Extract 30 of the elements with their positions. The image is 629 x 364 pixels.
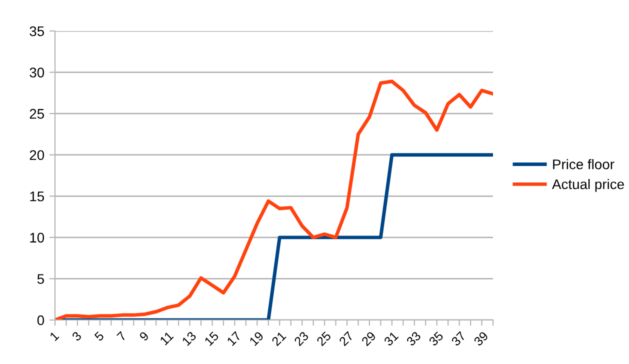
x-tick-label: 5 — [94, 331, 104, 342]
x-tick-label: 15 — [204, 331, 220, 346]
x-tick-label: 35 — [428, 331, 444, 346]
y-tick-label: 35 — [30, 26, 44, 36]
x-tick-label: 37 — [450, 331, 466, 346]
legend-label: Actual price — [552, 178, 624, 192]
y-tick-label: 5 — [37, 274, 44, 284]
x-tick-label: 11 — [160, 331, 174, 346]
x-tick-label: 29 — [361, 331, 376, 346]
x-tick-label: 17 — [226, 331, 242, 346]
x-tick-label: 13 — [182, 331, 197, 346]
legend-label: Price floor — [553, 159, 614, 170]
y-tick-label: 30 — [30, 68, 44, 78]
x-tick-label: 25 — [316, 331, 332, 346]
y-tick-label: 0 — [37, 315, 44, 326]
x-tick-label: 21 — [271, 331, 286, 346]
x-tick-label: 27 — [338, 331, 354, 346]
y-tick-label: 20 — [30, 150, 44, 160]
y-tick-label: 10 — [30, 232, 44, 243]
y-tick-label: 15 — [30, 192, 44, 202]
x-tick-label: 3 — [71, 331, 82, 342]
x-tick-label: 31 — [383, 331, 399, 346]
x-tick-label: 7 — [116, 331, 127, 342]
x-tick-label: 19 — [249, 331, 264, 346]
x-tick-label: 39 — [473, 331, 489, 346]
y-tick-label: 25 — [30, 108, 44, 119]
x-tick-label: 1 — [49, 331, 60, 342]
x-tick-label: 9 — [138, 331, 150, 342]
x-tick-label: 33 — [406, 331, 422, 346]
x-tick-label: 23 — [294, 331, 309, 346]
